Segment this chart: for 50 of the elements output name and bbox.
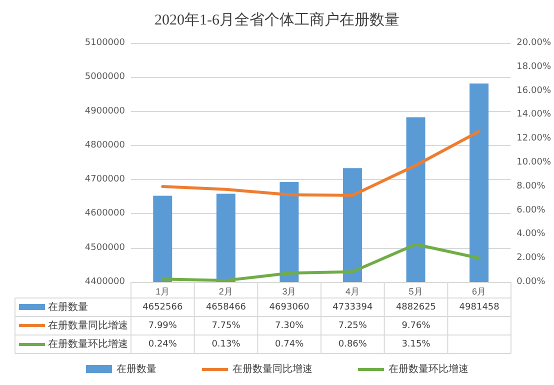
data-label: 7.75% — [212, 320, 241, 331]
data-label: 9.76% — [402, 320, 431, 331]
y-tick-label: 4600000 — [84, 208, 126, 219]
data-label: 4733394 — [332, 302, 373, 312]
y2-tick-label: 18.00% — [516, 62, 552, 72]
y2-tick-label: 2.00% — [516, 253, 546, 264]
y2-tick-label: 16.00% — [516, 86, 552, 96]
legend-label: 在册数量环比增速 — [48, 338, 128, 350]
legend-label: 在册数量同比增速 — [48, 319, 128, 332]
data-label: 4652566 — [142, 302, 183, 312]
y-tick-label: 4700000 — [84, 174, 126, 185]
chart-title: 2020年1-6月全省个体工商户在册数量 — [154, 12, 400, 28]
data-label: 7.30% — [275, 320, 304, 331]
x-tick-label: 1月 — [156, 286, 170, 296]
x-tick-label: 6月 — [472, 286, 486, 296]
data-label: 0.86% — [338, 339, 368, 350]
text: 在册数量同比增速 — [232, 364, 312, 375]
data-label: 3.15% — [402, 339, 431, 350]
y-tick-label: 4500000 — [84, 242, 126, 253]
x-tick-label: 4月 — [345, 286, 360, 296]
y2-tick-label: 6.00% — [516, 205, 546, 216]
data-label: 4693060 — [269, 302, 310, 312]
y2-tick-label: 10.00% — [516, 158, 552, 168]
y2-tick-label: 12.00% — [516, 134, 552, 144]
x-tick-label: 3月 — [282, 286, 296, 296]
data-label: 4981458 — [459, 302, 500, 312]
data-label: 0.74% — [275, 339, 304, 350]
y2-tick-label: 20.00% — [516, 38, 552, 48]
y2-tick-label: 0.00% — [516, 277, 546, 287]
y-tick-label: 5100000 — [84, 38, 126, 48]
line-series — [161, 242, 481, 282]
y2-tick-label: 14.00% — [516, 110, 552, 120]
data-label: 4882625 — [396, 302, 436, 312]
y-tick-label: 4400000 — [84, 277, 126, 287]
legend-label: 在册数量 — [48, 300, 88, 313]
y2-tick-label: 8.00% — [516, 181, 546, 192]
y-tick-label: 4800000 — [84, 140, 126, 150]
line-series — [161, 130, 481, 197]
y2-tick-label: 4.00% — [516, 229, 546, 240]
data-label: 4658466 — [206, 302, 246, 312]
data-label: 7.25% — [338, 320, 368, 331]
y-tick-label: 4900000 — [84, 106, 126, 116]
text: 在册数量环比增速 — [388, 364, 468, 375]
data-label: 7.99% — [148, 320, 178, 331]
data-label: 0.24% — [148, 339, 178, 350]
text: 在册数量 — [116, 364, 156, 375]
y-tick-label: 5000000 — [84, 72, 126, 82]
x-tick-label: 2月 — [218, 286, 233, 296]
data-label: 0.13% — [212, 339, 241, 350]
x-tick-label: 5月 — [408, 286, 423, 296]
